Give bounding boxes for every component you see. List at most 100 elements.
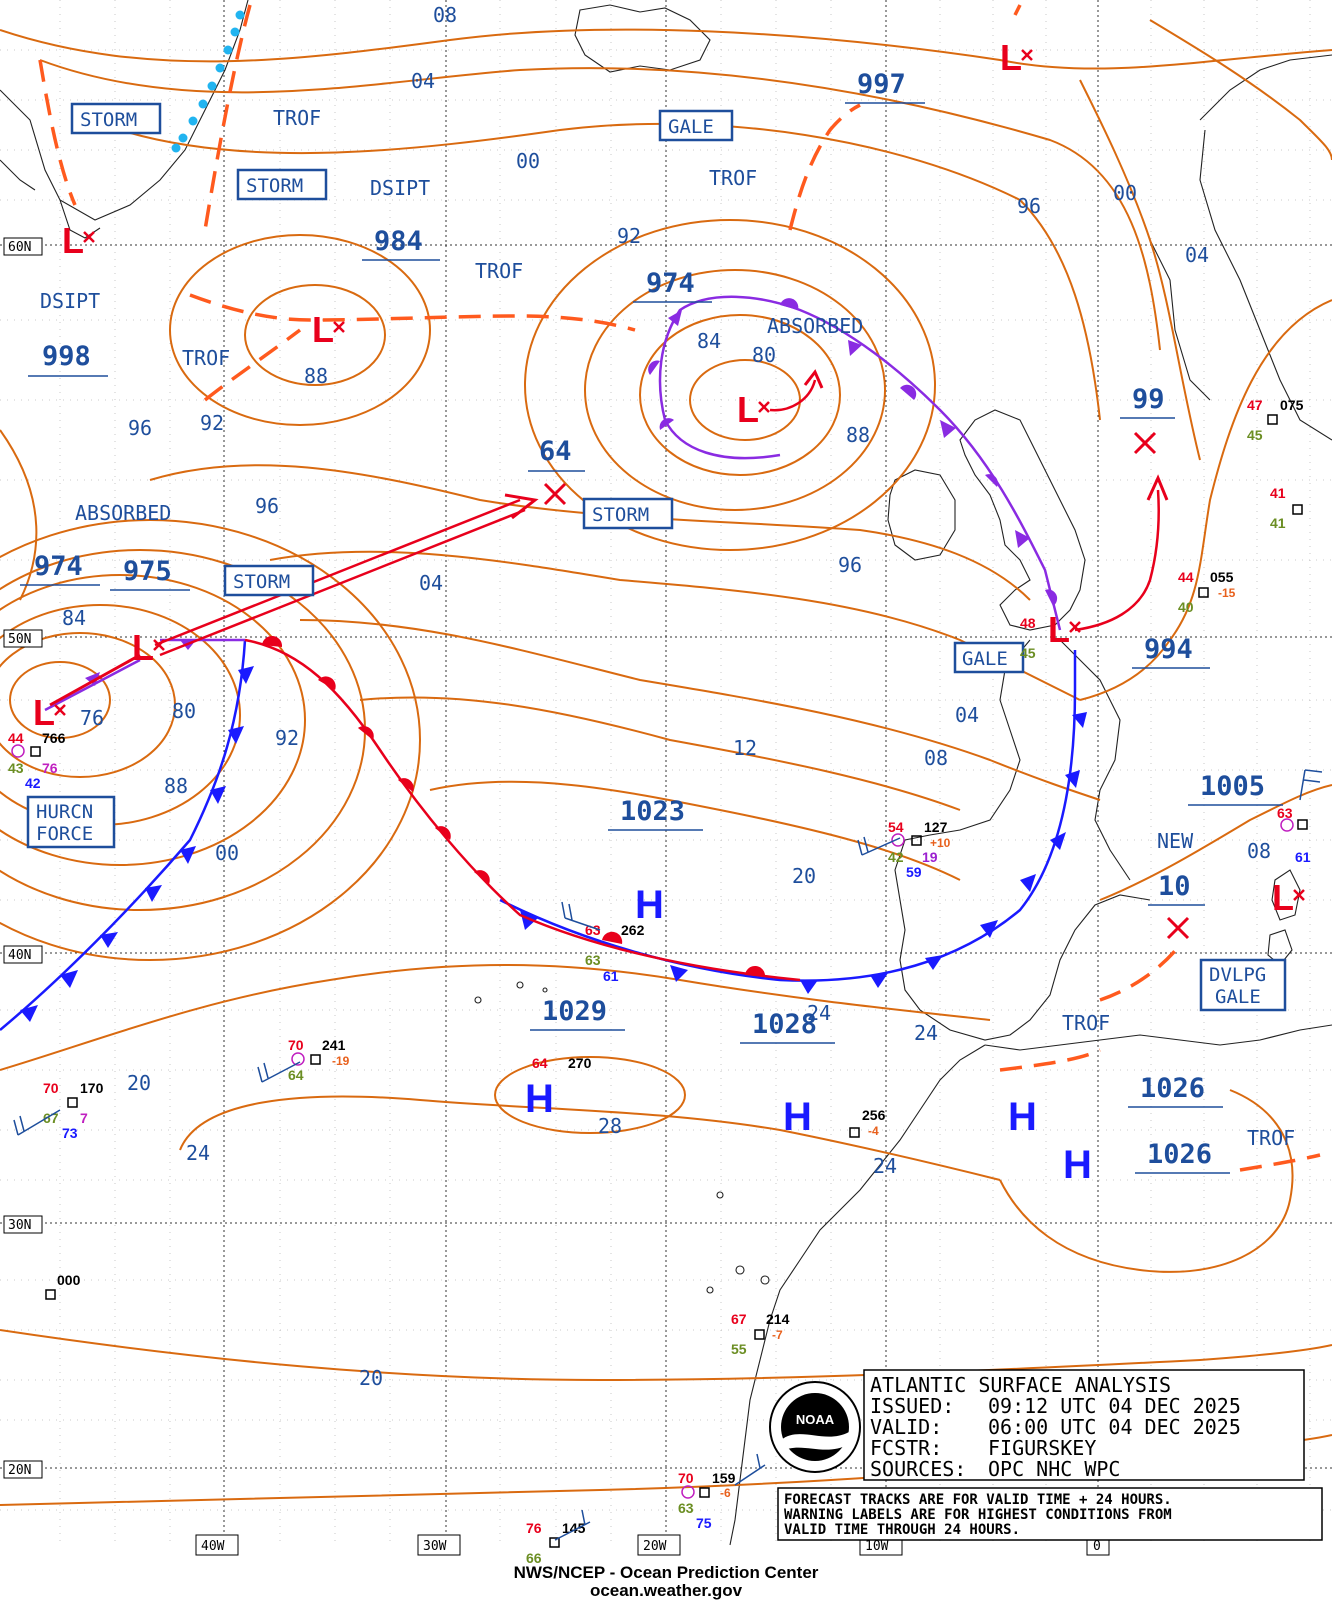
obs-value: 7 [80, 1110, 88, 1126]
pressure-label: 99 [1132, 384, 1165, 415]
low-symbol: L [62, 220, 84, 261]
storm-warning: STORM [592, 504, 649, 526]
lat-label: 30N [8, 1218, 31, 1233]
issued-label: ISSUED: [870, 1394, 954, 1418]
obs-pressure: 127 [924, 819, 948, 835]
storm-warning: STORM [246, 175, 303, 197]
station-obs: 000 [45, 1272, 81, 1300]
pressure-label: 1029 [542, 996, 607, 1027]
isobar-label: 00 [516, 149, 540, 173]
warning-box-labels: STORM STORM GALE STORM STORM GALE HURCN … [36, 109, 1266, 1008]
obs-value: 42 [25, 775, 41, 791]
low-symbol: L [312, 309, 334, 350]
obs-temp: 63 [1277, 805, 1293, 821]
isobar-label: 20 [359, 1366, 383, 1390]
isobar-label: 92 [275, 726, 299, 750]
station-obs: 41 41 [1270, 485, 1303, 531]
station-obs: 44 055 40 -15 [1178, 569, 1236, 615]
station-obs: 70 170 67 7 73 [43, 1080, 104, 1141]
isobar-label: 88 [846, 423, 870, 447]
isobar-label: 24 [873, 1154, 897, 1178]
isobar-label: 84 [697, 329, 721, 353]
isobar-label: 04 [411, 69, 435, 93]
absorbed-label: ABSORBED [767, 314, 863, 338]
obs-dewpoint: 64 [288, 1067, 304, 1083]
isobars [0, 19, 1332, 1506]
pressure-label: 10 [1158, 871, 1191, 902]
isobar-label: 24 [914, 1021, 938, 1045]
station-obs: 64 270 [532, 1055, 592, 1071]
obs-dewpoint: 45 [1247, 427, 1263, 443]
lat-labels: 60N 50N 40N 30N 20N [3, 237, 43, 1479]
isobar-label: 96 [128, 416, 152, 440]
isobar-label: 92 [617, 224, 641, 248]
pressure-label: 994 [1144, 634, 1193, 665]
note-line: FORECAST TRACKS ARE FOR VALID TIME + 24 … [784, 1492, 1172, 1508]
high-symbol: H [783, 1095, 812, 1139]
cold-front [0, 639, 1087, 1031]
obs-value: 61 [1295, 849, 1311, 865]
obs-dewpoint: 67 [43, 1110, 59, 1126]
system-labels: TROF DSIPT TROF TROF DSIPT TROF ABSORBED… [40, 106, 1295, 1150]
obs-value: +10 [930, 836, 951, 850]
obs-temp: 70 [43, 1080, 59, 1096]
note-line: WARNING LABELS ARE FOR HIGHEST CONDITION… [784, 1507, 1172, 1523]
highs: H H H H H [525, 883, 1092, 1187]
obs-pressure: 262 [621, 922, 645, 938]
obs-dewpoint: 42 [888, 849, 904, 865]
obs-dewpoint: 63 [585, 952, 601, 968]
gale-warning: GALE [962, 648, 1008, 670]
dsipt-label: DSIPT [370, 176, 430, 200]
obs-pressure: 075 [1280, 397, 1304, 413]
isobar-label: 08 [924, 746, 948, 770]
high-symbol: H [525, 1077, 554, 1121]
chart-title: ATLANTIC SURFACE ANALYSIS [870, 1373, 1171, 1397]
lat-label: 60N [8, 240, 31, 255]
obs-value: 61 [603, 968, 619, 984]
lows: L L L L L L L L [33, 37, 1294, 918]
trof-label: TROF [273, 106, 321, 130]
obs-dewpoint: 40 [1178, 599, 1194, 615]
obs-temp: 48 [1020, 615, 1036, 631]
pressure-label: 1028 [752, 1009, 817, 1040]
warning-boxes [26, 102, 1287, 1012]
lon-label: 10W [865, 1539, 889, 1554]
obs-value: -4 [868, 1124, 879, 1138]
isobar-label: 04 [419, 571, 443, 595]
station-obs: 54 127 42 +10 19 59 [888, 819, 951, 880]
isobar-label: 08 [1247, 839, 1271, 863]
note-line: VALID TIME THROUGH 24 HOURS. [784, 1522, 1020, 1538]
obs-dewpoint: 45 [1020, 645, 1036, 661]
lon-label: 20W [643, 1539, 667, 1554]
station-obs: 70 241 64 -19 [288, 1037, 350, 1083]
forecaster-label: FCSTR: [870, 1436, 942, 1460]
station-obs: 67 214 55 -7 [731, 1311, 790, 1357]
station-obs: 63 61 [1277, 805, 1311, 865]
low-symbol: L [33, 692, 55, 733]
station-obs: 70 159 63 -6 75 [678, 1470, 736, 1531]
sources-label: SOURCES: [870, 1457, 966, 1481]
pressure-label: 1026 [1147, 1139, 1212, 1170]
low-symbol: L [1048, 609, 1070, 650]
low-x-markers [54, 49, 1305, 901]
dsipt-label: DSIPT [40, 289, 100, 313]
obs-pressure: 270 [568, 1055, 592, 1071]
high-symbol: H [635, 883, 664, 927]
pressure-label: 1023 [620, 796, 685, 827]
obs-pressure: 000 [57, 1272, 81, 1288]
valid-label: VALID: [870, 1415, 942, 1439]
isobar-label: 08 [433, 3, 457, 27]
storm-warning: STORM [233, 571, 290, 593]
isobar-label: 76 [80, 706, 104, 730]
low-symbol: L [1000, 37, 1022, 78]
obs-pressure: 055 [1210, 569, 1234, 585]
isobar-label: 88 [164, 774, 188, 798]
storm-tracks [49, 369, 1169, 707]
isobar-label: 92 [200, 411, 224, 435]
lon-label: 30W [423, 1539, 447, 1554]
low-symbol: L [737, 389, 759, 430]
storm-warning: STORM [80, 109, 137, 131]
obs-temp: 44 [1178, 569, 1194, 585]
trof-label: TROF [475, 259, 523, 283]
